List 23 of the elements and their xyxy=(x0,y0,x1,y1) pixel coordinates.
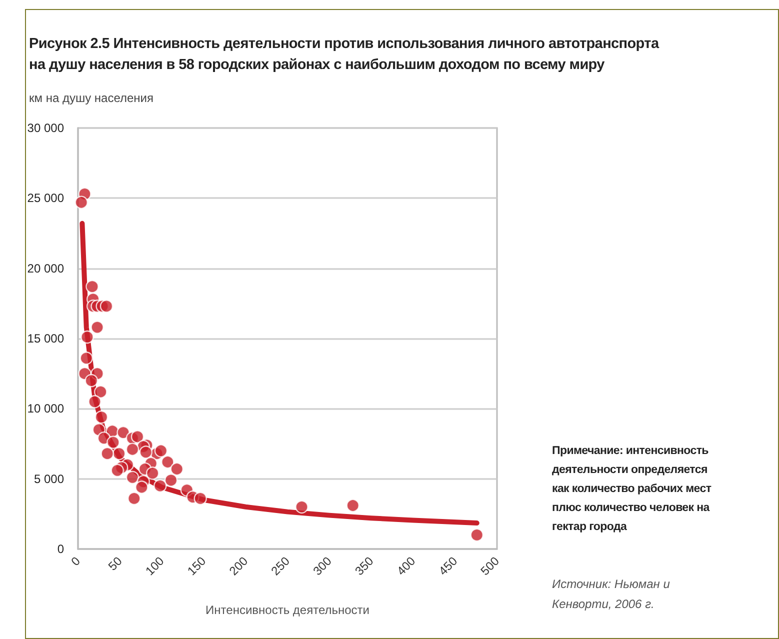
y-tick-label: 10 000 xyxy=(27,402,64,416)
chart-title: Рисунок 2.5 Интенсивность деятельности против использования личного автотранспорта на душу населения в 58 городских районах с наибольшим доходом по всему миру xyxy=(29,35,659,75)
y-tick-label: 30 000 xyxy=(27,121,64,135)
x-tick-label: 400 xyxy=(394,554,418,578)
x-axis-title: Интенсивность деятельности xyxy=(206,603,370,617)
y-tick-label: 25 000 xyxy=(27,191,64,206)
y-tick-label: 20 000 xyxy=(27,261,64,276)
y-axis-title: км на душу населения xyxy=(29,91,154,105)
x-tick-label: 350 xyxy=(352,554,376,578)
x-tick-label: 200 xyxy=(226,554,251,578)
y-tick-label: 15 000 xyxy=(27,332,64,346)
y-tick-label: 5 000 xyxy=(34,472,64,486)
text: Примечание: интенсивность деятельности определяется как количество рабочих мест плюс количество человек на гектар города xyxy=(552,444,712,535)
x-tick-label: 300 xyxy=(310,554,335,578)
x-tick-label: 50 xyxy=(106,554,126,574)
y-tick-label: 0 xyxy=(57,542,64,556)
x-tick-label: 450 xyxy=(436,554,460,578)
x-tick-label: 0 xyxy=(68,554,84,569)
x-tick-label: 150 xyxy=(184,554,209,578)
x-tick-label: 500 xyxy=(478,554,502,578)
x-tick-label: 250 xyxy=(268,554,293,578)
x-tick-label: 100 xyxy=(142,554,167,578)
text: Источник: Ньюман и Кенворти, 2006 г. xyxy=(552,576,671,613)
